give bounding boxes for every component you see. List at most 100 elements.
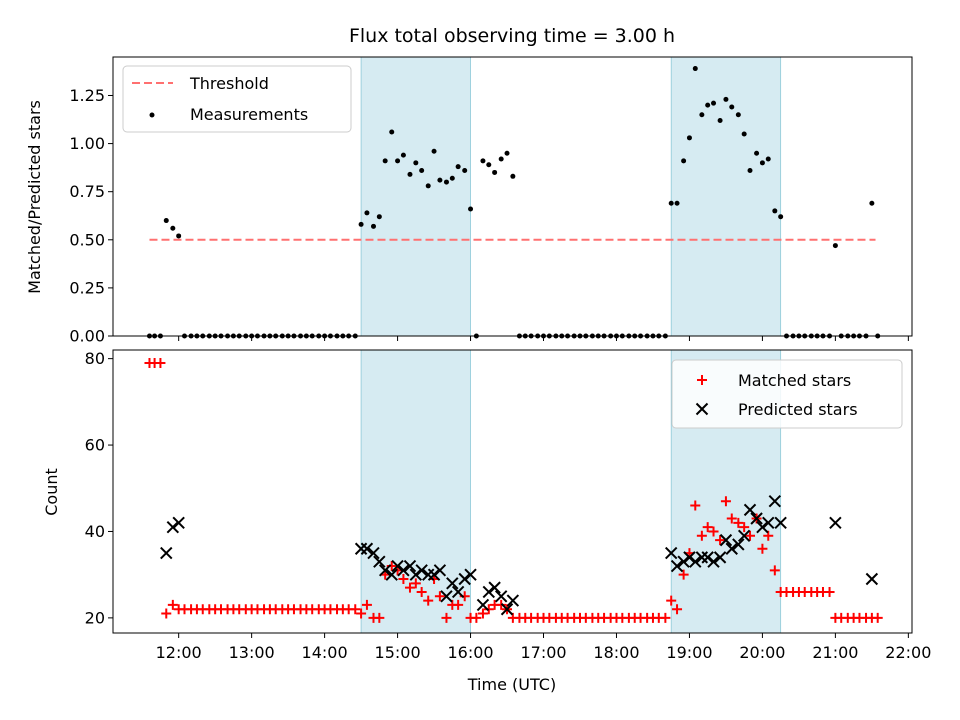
chart-title: Flux total observing time = 3.00 h bbox=[349, 25, 675, 47]
predicted-point bbox=[488, 581, 501, 594]
predicted-point bbox=[768, 495, 782, 508]
predicted-point bbox=[750, 512, 763, 525]
top-y-axis: 0.00 0.25 0.50 0.75 1.00 1.25 bbox=[69, 86, 113, 346]
matched-point bbox=[696, 530, 707, 541]
predicted-point bbox=[677, 555, 690, 568]
predicted-point bbox=[415, 564, 428, 577]
predicted-point bbox=[756, 520, 769, 534]
x-tick-label: 18:00 bbox=[593, 643, 639, 662]
measurement-point bbox=[686, 135, 692, 141]
predicted-point bbox=[458, 572, 471, 586]
matched-point bbox=[483, 604, 494, 615]
measurement-point bbox=[425, 183, 431, 189]
measurement-point bbox=[729, 104, 735, 110]
measurement-point bbox=[492, 169, 498, 175]
y-tick-label: 0.75 bbox=[69, 182, 105, 201]
predicted-point bbox=[354, 542, 368, 555]
measurement-point bbox=[358, 221, 364, 227]
matched-point bbox=[715, 535, 726, 546]
measurement-point bbox=[741, 131, 747, 137]
predicted-point bbox=[494, 590, 508, 603]
bottom-y-axis-label: Count bbox=[42, 468, 61, 516]
x-tick-label: 14:00 bbox=[302, 643, 348, 662]
legend-matched-label: Matched stars bbox=[738, 371, 851, 390]
measurement-point bbox=[468, 206, 474, 212]
predicted-point bbox=[373, 555, 386, 568]
x-tick-label: 21:00 bbox=[812, 643, 858, 662]
measurement-point bbox=[498, 156, 504, 162]
x-tick-label: 12:00 bbox=[156, 643, 202, 662]
measurement-point bbox=[705, 102, 711, 108]
measurement-point bbox=[462, 168, 468, 174]
predicted-point bbox=[865, 572, 879, 586]
measurement-point bbox=[449, 175, 455, 181]
measurement-point bbox=[772, 208, 778, 214]
predicted-point bbox=[732, 538, 745, 551]
matched-point bbox=[690, 500, 701, 511]
matched-point bbox=[726, 513, 737, 524]
matched-point bbox=[410, 578, 421, 589]
y-tick-label: 0.00 bbox=[69, 327, 105, 346]
y-tick-label: 0.25 bbox=[69, 278, 105, 297]
predicted-point bbox=[689, 555, 702, 568]
x-tick-label: 13:00 bbox=[229, 643, 275, 662]
predicted-point bbox=[670, 559, 684, 573]
legend-threshold-label: Threshold bbox=[189, 74, 269, 93]
matched-point bbox=[416, 586, 427, 597]
measurement-point bbox=[395, 158, 401, 164]
measurement-point bbox=[778, 214, 784, 220]
y-tick-label: 40 bbox=[85, 522, 105, 541]
measurement-point bbox=[170, 225, 176, 231]
matched-point bbox=[763, 530, 774, 541]
legend-measurements-label: Measurements bbox=[190, 105, 308, 124]
shaded-interval bbox=[360, 56, 471, 337]
matched-point bbox=[434, 591, 445, 602]
predicted-point bbox=[743, 503, 757, 517]
y-tick-label: 1.25 bbox=[69, 86, 105, 105]
matched-point bbox=[678, 569, 689, 580]
measurement-point bbox=[176, 233, 182, 239]
matched-point bbox=[666, 595, 677, 606]
bottom-legend: Matched stars Predicted stars bbox=[671, 359, 903, 429]
predicted-point bbox=[713, 551, 727, 564]
legend-predicted-label: Predicted stars bbox=[738, 400, 858, 419]
predicted-point bbox=[725, 542, 738, 555]
predicted-point bbox=[433, 564, 447, 577]
predicted-point bbox=[500, 603, 514, 616]
y-tick-label: 80 bbox=[85, 349, 105, 368]
measurement-point bbox=[754, 150, 760, 156]
matched-point bbox=[477, 608, 488, 619]
predicted-point bbox=[166, 520, 180, 534]
measurement-point bbox=[832, 243, 838, 249]
matched-point bbox=[398, 573, 409, 584]
measurement-point bbox=[382, 158, 388, 164]
predicted-point bbox=[378, 564, 392, 577]
measurement-point bbox=[486, 162, 492, 168]
predicted-point bbox=[506, 594, 520, 607]
measurement-point bbox=[735, 112, 741, 118]
predicted-point bbox=[695, 551, 709, 564]
measurement-point bbox=[692, 66, 698, 72]
matched-point bbox=[350, 604, 361, 615]
matched-point bbox=[824, 586, 835, 597]
predicted-point bbox=[385, 568, 398, 581]
x-tick-label: 15:00 bbox=[375, 643, 421, 662]
measurement-point bbox=[504, 150, 510, 156]
matched-point bbox=[155, 357, 166, 368]
matched-point bbox=[720, 496, 731, 507]
matched-point bbox=[739, 522, 750, 533]
measurement-point bbox=[759, 160, 765, 166]
predicted-point bbox=[422, 568, 435, 581]
matched-point bbox=[374, 612, 385, 623]
top-legend: Threshold Measurements bbox=[122, 65, 352, 133]
bottom-series bbox=[144, 357, 883, 623]
matched-point bbox=[361, 599, 372, 610]
measurement-point bbox=[480, 158, 486, 164]
predicted-point bbox=[829, 516, 842, 530]
measurement-point bbox=[163, 218, 169, 224]
bottom-x-axis-label: Time (UTC) bbox=[467, 675, 556, 694]
bottom-x-axis: 12:00 13:00 14:00 15:00 16:00 17:00 18:00 19:00… bbox=[156, 633, 931, 662]
shaded-interval bbox=[360, 349, 471, 634]
